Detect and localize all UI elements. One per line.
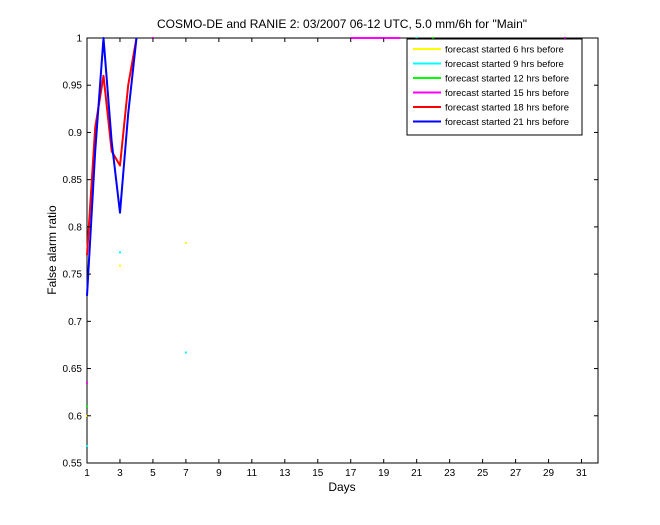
y-tick-label: 0.7 bbox=[68, 317, 82, 328]
x-tick-label: 19 bbox=[378, 468, 390, 479]
y-tick-label: 0.85 bbox=[63, 175, 83, 186]
ticks-layer: 1 3 5 7 9 11 13 15 17 19 21 23 25 27 29 310.550.60.650.… bbox=[63, 34, 598, 479]
legend: forecast started 6 hrs before forecast st… bbox=[406, 38, 583, 136]
data-point bbox=[184, 241, 187, 244]
x-tick-label: 31 bbox=[576, 468, 588, 479]
x-tick-label: 9 bbox=[216, 468, 222, 479]
y-axis-label: False alarm ratio bbox=[45, 205, 59, 295]
series-4 bbox=[86, 37, 138, 256]
legend-label: forecast started 12 hrs before bbox=[445, 74, 569, 85]
x-tick-label: 7 bbox=[183, 468, 189, 479]
x-tick-label: 5 bbox=[150, 468, 156, 479]
chart-title: COSMO-DE and RANIE 2: 03/2007 06-12 UTC,… bbox=[157, 17, 527, 31]
series-line bbox=[86, 37, 138, 256]
legend-label: forecast started 18 hrs before bbox=[445, 103, 569, 114]
x-tick-label: 21 bbox=[411, 468, 423, 479]
y-tick-label: 0.75 bbox=[63, 270, 83, 281]
x-tick-label: 23 bbox=[444, 468, 456, 479]
x-tick-label: 15 bbox=[312, 468, 324, 479]
legend-label: forecast started 21 hrs before bbox=[445, 117, 569, 128]
legend-label: forecast started 9 hrs before bbox=[445, 59, 564, 70]
x-tick-label: 11 bbox=[247, 468, 258, 479]
x-tick-label: 17 bbox=[345, 468, 357, 479]
x-axis-label: Days bbox=[328, 480, 355, 494]
series-layer bbox=[86, 37, 567, 447]
x-tick-label: 3 bbox=[117, 468, 123, 479]
y-tick-label: 0.95 bbox=[63, 81, 83, 92]
series-2 bbox=[86, 37, 435, 408]
data-point bbox=[564, 37, 567, 39]
x-tick-label: 27 bbox=[510, 468, 522, 479]
y-tick-label: 0.6 bbox=[68, 411, 82, 422]
x-tick-label: 25 bbox=[477, 468, 489, 479]
x-tick-label: 1 bbox=[84, 468, 90, 479]
y-tick-label: 1 bbox=[76, 34, 82, 45]
legend-label: forecast started 6 hrs before bbox=[445, 45, 564, 56]
series-5 bbox=[86, 37, 138, 296]
x-tick-label: 29 bbox=[543, 468, 555, 479]
legend-box bbox=[406, 38, 583, 136]
data-point bbox=[86, 445, 88, 447]
data-point bbox=[184, 351, 187, 354]
y-tick-label: 0.65 bbox=[63, 364, 83, 375]
x-tick-label: 13 bbox=[279, 468, 291, 479]
data-point bbox=[118, 251, 121, 254]
legend-label: forecast started 15 hrs before bbox=[445, 88, 569, 99]
data-point bbox=[432, 37, 435, 39]
series-line bbox=[86, 37, 138, 296]
y-tick-label: 0.8 bbox=[68, 222, 82, 233]
data-point bbox=[86, 405, 88, 408]
data-point bbox=[86, 381, 88, 384]
data-point bbox=[118, 264, 121, 267]
y-tick-label: 0.9 bbox=[68, 128, 82, 139]
y-tick-label: 0.55 bbox=[63, 459, 83, 470]
